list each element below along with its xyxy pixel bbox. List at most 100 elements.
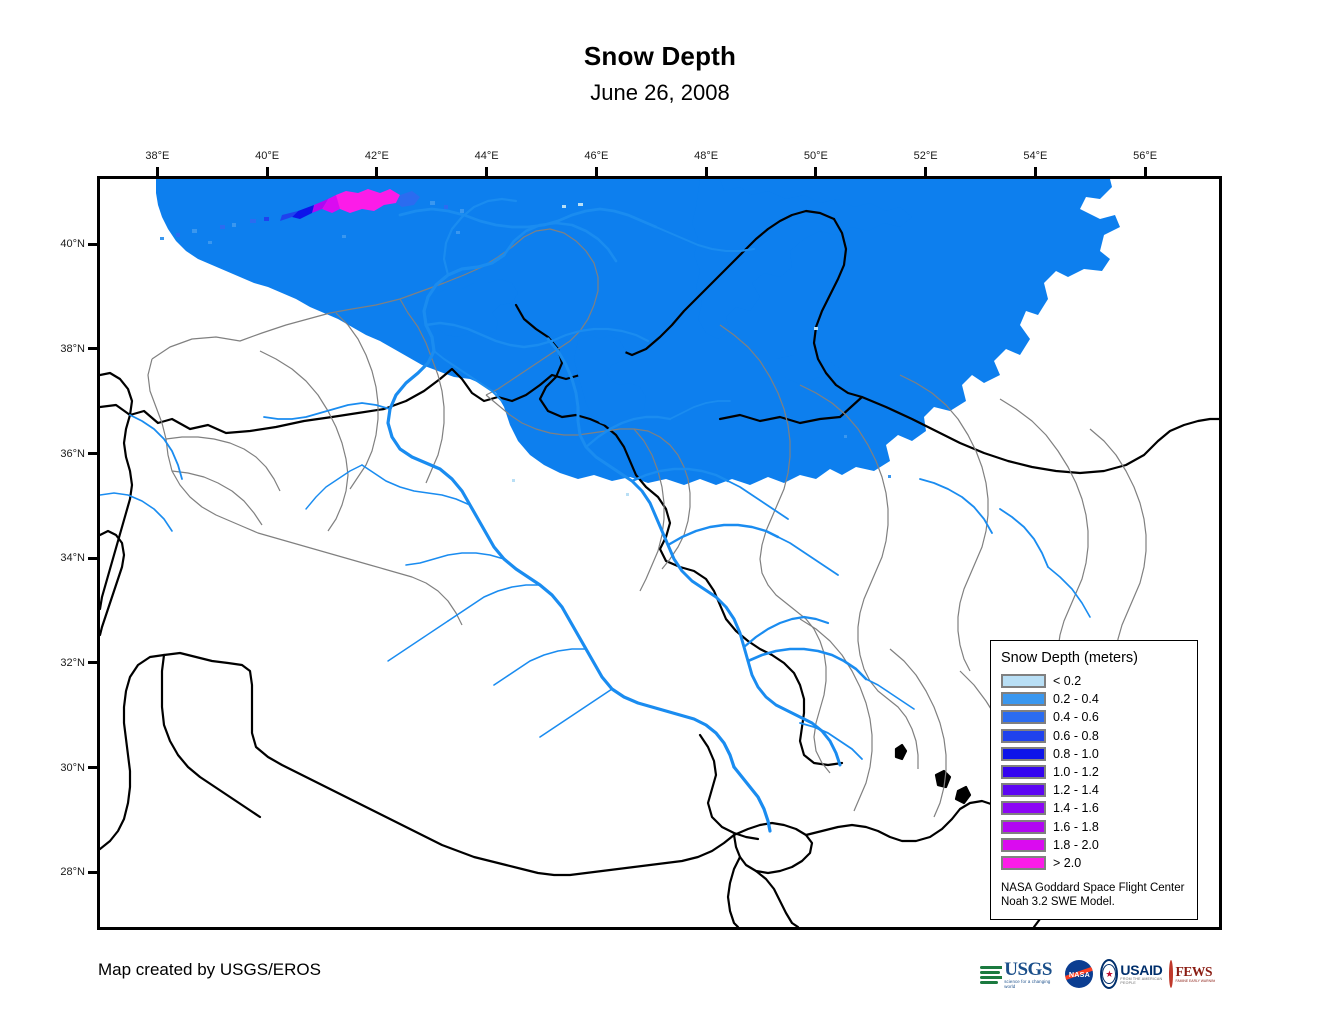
- nasa-wordmark: NASA: [1068, 969, 1091, 979]
- river-north-1: [655, 226, 755, 252]
- logo-bar: USGS science for a changing world NASA ★…: [980, 955, 1215, 993]
- legend-label: 0.8 - 1.0: [1053, 746, 1099, 761]
- border-jordan: [160, 653, 262, 819]
- river-wadi-7: [305, 464, 363, 510]
- x-axis-tick: [924, 167, 928, 176]
- legend-label: 0.6 - 0.8: [1053, 728, 1099, 743]
- river-karkheh: [742, 615, 830, 649]
- snow-pixel-14: [456, 231, 460, 234]
- basin-west-2: [171, 470, 263, 526]
- river-wadi-2: [405, 552, 505, 566]
- snow-pixel-18: [512, 479, 515, 482]
- basin-euphrates-mid: [147, 358, 463, 626]
- river-se-1: [799, 722, 863, 760]
- x-axis-label: 50°E: [803, 150, 828, 162]
- x-axis-tick: [594, 167, 598, 176]
- y-axis-label: 28°N: [60, 866, 85, 879]
- usgs-logo: USGS science for a changing world: [980, 959, 1058, 989]
- rivers-layer: [100, 197, 1091, 833]
- river-east-2: [999, 508, 1049, 568]
- legend-swatch: [1001, 801, 1046, 816]
- x-axis-label: 48°E: [694, 150, 719, 162]
- y-axis-label: 36°N: [60, 447, 85, 460]
- river-wadi-6: [387, 620, 449, 662]
- x-axis-label: 40°E: [255, 150, 280, 162]
- river-trib-e2: [777, 536, 839, 576]
- y-axis-tick: [88, 347, 97, 351]
- fews-net-logo: FEWS NET FAMINE EARLY WARNING SYSTEMS NE…: [1169, 959, 1215, 989]
- x-axis-tick: [375, 167, 379, 176]
- legend-row: 1.0 - 1.2: [1001, 763, 1197, 781]
- snow-pixel-3: [250, 219, 256, 223]
- snow-pixel-17: [888, 475, 891, 478]
- y-axis-tick: [88, 556, 97, 560]
- x-axis-tick: [1033, 167, 1037, 176]
- snow-depth-layer: [160, 189, 891, 496]
- river-east-3: [1047, 566, 1091, 618]
- snow-pixel-15: [814, 327, 818, 330]
- usaid-tagline: FROM THE AMERICAN PEOPLE: [1120, 977, 1163, 985]
- x-axis-label: 38°E: [145, 150, 170, 162]
- lakes-layer: [422, 279, 646, 427]
- basin-euphrates-upper: [151, 228, 599, 396]
- border-caspian-west: [812, 217, 864, 399]
- legend-swatch: [1001, 710, 1046, 725]
- river-great-zab: [584, 415, 672, 449]
- snow-pixel-6: [176, 233, 180, 237]
- legend-title: Snow Depth (meters): [1001, 650, 1138, 666]
- legend-label: < 0.2: [1053, 674, 1082, 689]
- river-euphrates-trib-w: [263, 402, 391, 420]
- usgs-tagline: science for a changing world: [1004, 978, 1051, 989]
- basin-west-1: [165, 436, 281, 492]
- snow-pixel-9: [444, 205, 448, 209]
- y-axis-tick: [88, 766, 97, 770]
- river-khabur: [433, 350, 503, 402]
- usaid-star-icon: ★: [1105, 968, 1114, 979]
- river-tigris: [546, 337, 842, 767]
- snow-pixel-16: [844, 435, 847, 438]
- legend-label: 1.8 - 2.0: [1053, 837, 1099, 852]
- legend-row: > 2.0: [1001, 854, 1197, 872]
- snow-patch-caucasus-core: [332, 189, 400, 213]
- legend-swatch: [1001, 728, 1046, 743]
- usaid-seal-icon: ★: [1100, 959, 1119, 989]
- y-axis-label: 34°N: [60, 552, 85, 565]
- gulf-island-3: [954, 785, 972, 805]
- river-aras: [398, 207, 658, 229]
- border-iraq-southwest: [162, 651, 736, 877]
- legend-row: 0.8 - 1.0: [1001, 745, 1197, 763]
- x-axis-label: 44°E: [474, 150, 499, 162]
- y-axis-label: 30°N: [60, 761, 85, 774]
- map-frame[interactable]: [97, 176, 1222, 930]
- snow-pixel-20: [342, 235, 346, 238]
- y-axis-tick: [88, 452, 97, 455]
- river-karun: [746, 647, 868, 681]
- legend-rows: < 0.2 0.2 - 0.4 0.4 - 0.6 0.6 - 0.8 0.8 - 1.…: [1001, 672, 1197, 872]
- y-axis-label: 40°N: [60, 238, 85, 251]
- y-axis-tick: [88, 661, 97, 665]
- river-wadi-1: [361, 464, 471, 506]
- border-iran-turkmenistan: [718, 395, 1219, 475]
- legend-swatch: [1001, 837, 1046, 852]
- country-borders: [100, 209, 1219, 927]
- river-orontes: [129, 414, 183, 480]
- legend-label: 1.6 - 1.8: [1053, 819, 1099, 834]
- river-trib-e3: [865, 678, 915, 710]
- fews-globe-icon: [1169, 960, 1174, 988]
- basin-karun-1: [719, 324, 831, 774]
- x-axis-tick: [704, 167, 708, 176]
- snow-patch-caucasus-tail: [396, 191, 420, 207]
- x-axis-tick: [155, 167, 159, 176]
- river-shatt-al-arab: [732, 765, 772, 833]
- border-levant-coast: [100, 371, 134, 611]
- river-euphrates-trib-n2: [442, 197, 518, 277]
- river-north-2: [669, 400, 731, 420]
- border-turkey-syria-iraq: [100, 209, 836, 435]
- caspian-sea: [156, 179, 1120, 485]
- x-axis-label: 54°E: [1023, 150, 1048, 162]
- legend-note: NASA Goddard Space Flight Center Noah 3.…: [1001, 882, 1185, 909]
- legend-row: 0.2 - 0.4: [1001, 690, 1197, 708]
- legend-swatch: [1001, 746, 1046, 761]
- basin-inner-1: [259, 350, 349, 532]
- river-kura: [550, 327, 650, 343]
